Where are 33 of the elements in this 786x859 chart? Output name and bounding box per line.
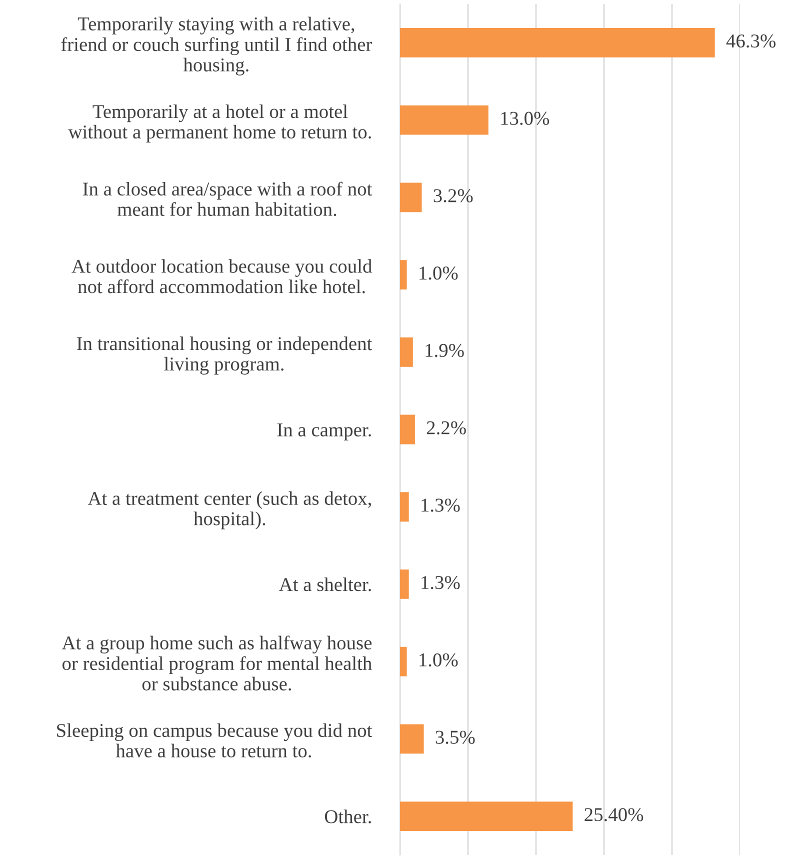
data-label: 25.40%: [584, 808, 644, 822]
y-tick-label: Temporarily at a hotel or a motel without a permanent home to return to.: [68, 104, 371, 142]
bar: [400, 260, 407, 290]
y-tick-label: At a treatment center (such as detox, hospital).: [88, 491, 371, 530]
y-tick-label: In a closed area/space with a roof not meant for human habitation.: [82, 182, 372, 216]
data-label: 1.3%: [422, 576, 460, 590]
data-label: 1.9%: [426, 344, 464, 358]
bar: [400, 414, 415, 444]
y-tick-label: In transitional housing or independent living program.: [76, 336, 372, 375]
y-tick-label: Sleeping on campus because you did not have a house to return to.: [57, 723, 372, 758]
data-label: 3.2%: [434, 189, 473, 202]
y-tick-label: At a group home such as halfway house or residential program for mental health or substance abuse.: [62, 636, 372, 691]
y-tick-label: At outdoor location because you could not afford accommodation like hotel.: [72, 259, 372, 294]
bar: [400, 646, 407, 676]
bar: [400, 570, 409, 599]
data-label: 13.0%: [501, 112, 550, 125]
bar: [400, 492, 409, 522]
y-tick-label: In a camper.: [277, 424, 371, 440]
y-tick-label: Temporarily staying with a relative, friend or couch surfing until I find other housing.: [61, 16, 372, 76]
data-label: 2.2%: [426, 421, 466, 434]
bar: [400, 105, 488, 135]
data-label: 1.3%: [422, 498, 460, 512]
data-label: 3.5%: [436, 730, 475, 744]
y-tick-label: Other.: [324, 810, 371, 824]
bar: [400, 182, 422, 212]
y-tick-label: At a shelter.: [278, 577, 371, 592]
bar: [400, 337, 413, 367]
bar: [400, 28, 715, 58]
data-label: 1.0%: [420, 266, 458, 280]
bar: [400, 802, 573, 832]
data-label: 46.3%: [726, 34, 776, 48]
data-label: 1.0%: [420, 653, 458, 667]
bar: [400, 724, 424, 754]
